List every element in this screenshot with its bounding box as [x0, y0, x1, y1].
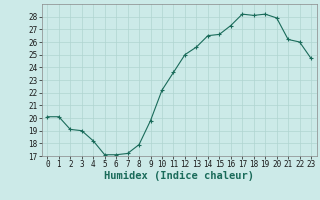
X-axis label: Humidex (Indice chaleur): Humidex (Indice chaleur) — [104, 171, 254, 181]
